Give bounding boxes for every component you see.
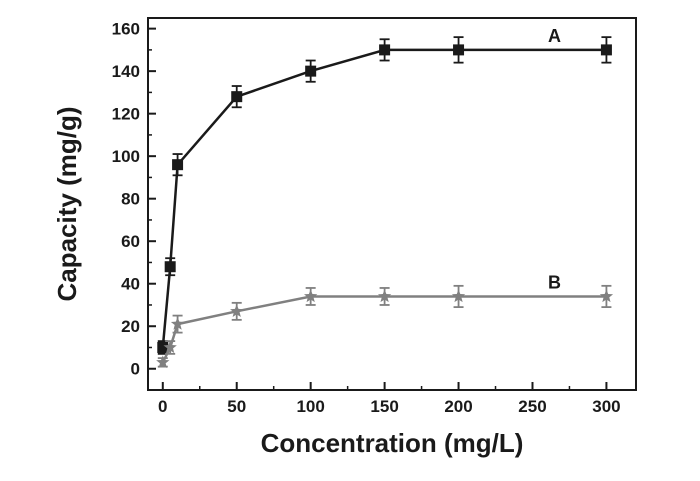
plot-frame (147, 17, 637, 391)
data-point-star (377, 289, 392, 303)
data-point-square (231, 91, 243, 103)
data-point-star (170, 317, 185, 330)
data-point-square (453, 44, 465, 56)
data-point-square (600, 44, 612, 56)
x-tick-label: 100 (296, 397, 324, 416)
y-tick-label: 120 (112, 105, 140, 124)
data-point-star (451, 289, 466, 303)
data-point-star (599, 289, 614, 303)
data-point-square (305, 65, 317, 77)
series-line (161, 295, 607, 363)
x-tick-label: 0 (158, 397, 167, 416)
y-tick-label: 0 (131, 360, 140, 379)
x-tick-label: 250 (518, 397, 546, 416)
data-point-star (156, 355, 170, 369)
data-point-square (379, 44, 391, 56)
data-point-square (164, 261, 176, 273)
y-tick-label: 140 (112, 62, 140, 81)
y-tick-label: 100 (112, 147, 140, 166)
y-tick-label: 80 (121, 190, 140, 209)
data-point-star (304, 289, 318, 303)
y-tick-label: 60 (121, 232, 140, 251)
series-B: B (156, 272, 614, 369)
data-point-square (157, 341, 169, 353)
x-tick-label: 50 (227, 397, 246, 416)
x-tick-label: 150 (370, 397, 398, 416)
x-tick-label: 300 (592, 397, 620, 416)
data-point-star (163, 340, 177, 354)
data-point-square (172, 159, 184, 171)
y-tick-label: 160 (112, 20, 140, 39)
y-axis-title: Capacity (mg/g) (52, 106, 82, 301)
series-label-A: A (548, 26, 561, 46)
plot-area: 0 20 40 60 80 100 120 140 160 0 50 100 150 200 250 300 A… (112, 17, 637, 416)
y-tick-label: 40 (121, 275, 140, 294)
series-line (161, 48, 607, 348)
data-point-star (230, 304, 244, 318)
y-tick-label: 20 (121, 317, 140, 336)
series-A: A (157, 26, 612, 355)
x-tick-label: 200 (444, 397, 472, 416)
x-axis-title: Concentration (mg/L) (261, 428, 524, 458)
series-label-B: B (548, 272, 561, 292)
